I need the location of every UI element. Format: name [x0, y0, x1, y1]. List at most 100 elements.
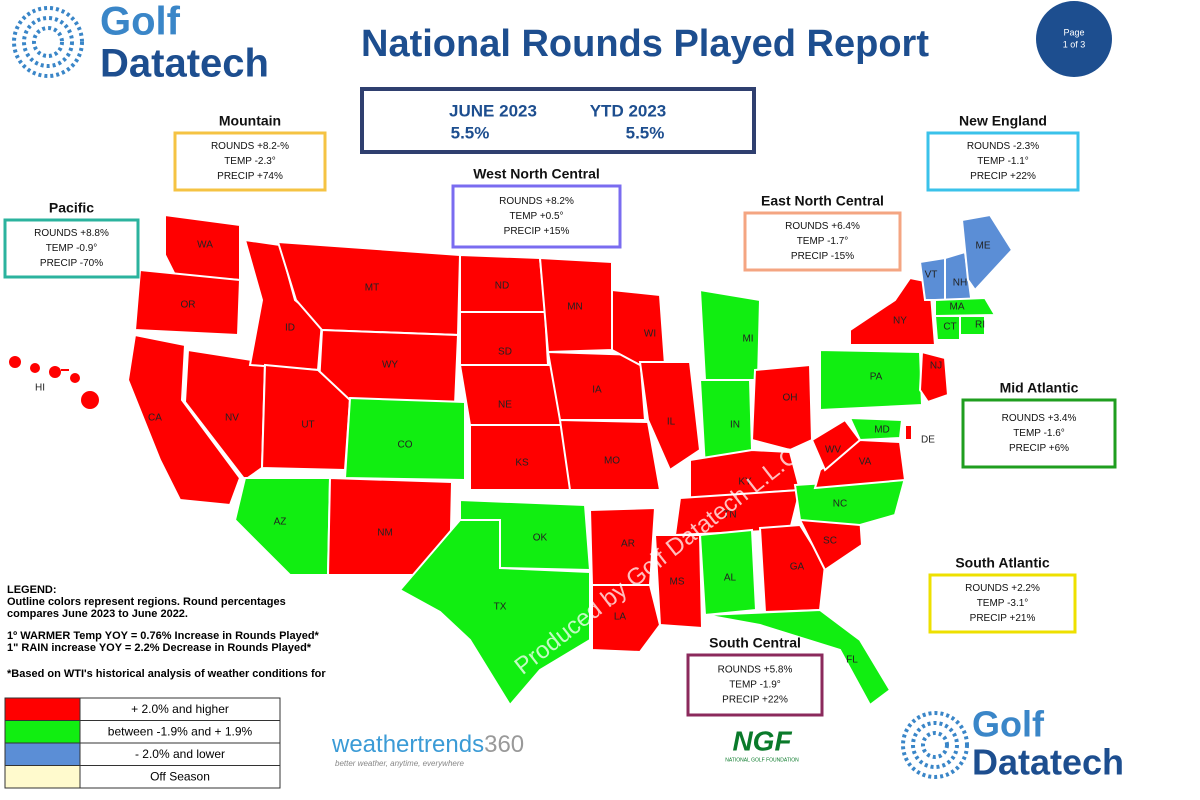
- region-stat: ROUNDS -2.3%: [967, 141, 1039, 152]
- state-label: VT: [925, 270, 938, 281]
- state-label: IN: [730, 420, 740, 431]
- region-title: Pacific: [49, 200, 94, 216]
- state-label: NH: [953, 278, 967, 289]
- state-label: TN: [723, 510, 736, 521]
- region-stat: PRECIP +22%: [722, 695, 788, 706]
- state: [960, 213, 1014, 292]
- state-label: SD: [498, 347, 512, 358]
- state-label: DE: [921, 435, 935, 446]
- state-label: CA: [148, 413, 162, 424]
- state-label: ID: [285, 323, 295, 334]
- page-badge: [1036, 1, 1112, 77]
- legend-swatch: [4, 765, 81, 789]
- state-label: OK: [533, 533, 548, 544]
- legend-label: + 2.0% and higher: [131, 702, 229, 716]
- state: [933, 315, 961, 341]
- state-label: FL: [846, 655, 858, 666]
- region-box: [926, 131, 1080, 192]
- state-label: HI: [35, 383, 45, 394]
- state-label: PA: [870, 372, 883, 383]
- state: [758, 523, 827, 614]
- state-label: GA: [790, 562, 805, 573]
- region-stat: ROUNDS +8.2%: [499, 196, 574, 207]
- state: [59, 367, 71, 373]
- region-stat: PRECIP +15%: [504, 226, 570, 237]
- region-title: South Central: [709, 635, 801, 651]
- state: [546, 350, 647, 421]
- state-label: KY: [738, 477, 752, 488]
- state-label: MO: [604, 456, 620, 467]
- region-stat: TEMP -1.1°: [977, 156, 1029, 167]
- summary-box: [360, 87, 756, 154]
- region-stat: PRECIP +6%: [1009, 443, 1069, 454]
- state-label: NV: [225, 413, 239, 424]
- region-stat: TEMP -1.9°: [729, 680, 781, 691]
- state-label: UT: [301, 420, 314, 431]
- state-label: AR: [621, 539, 635, 550]
- region-title: East North Central: [761, 193, 884, 209]
- page-label: Page: [1063, 27, 1084, 37]
- legend-label: between -1.9% and + 1.9%: [108, 725, 253, 739]
- region-stat: TEMP +0.5°: [509, 211, 563, 222]
- region-stat: PRECIP +22%: [970, 171, 1036, 182]
- summary-label: YTD 2023: [590, 101, 667, 120]
- region-stat: ROUNDS +2.2%: [965, 583, 1040, 594]
- state-label: NJ: [930, 361, 942, 372]
- state-label: SC: [823, 536, 837, 547]
- state: [611, 288, 667, 366]
- state-label: TX: [494, 602, 507, 613]
- logo-word: Golf: [972, 704, 1045, 745]
- legend-note: Outline colors represent regions. Round …: [7, 596, 286, 608]
- state: [904, 424, 913, 441]
- legend-note: *Based on WTI's historical analysis of w…: [7, 668, 326, 680]
- logo-word: Golf: [100, 0, 181, 44]
- region-stat: TEMP -1.7°: [797, 236, 849, 247]
- state: [398, 519, 591, 707]
- logo-graphic: [12, 6, 84, 78]
- state-label: RI: [975, 320, 985, 331]
- state-label: WY: [382, 360, 398, 371]
- region-title: South Atlantic: [955, 555, 1050, 571]
- region-stat: PRECIP +21%: [970, 613, 1036, 624]
- state: [638, 361, 702, 472]
- state: [819, 348, 924, 412]
- state: [934, 296, 997, 318]
- state-label: IL: [667, 417, 676, 428]
- state-label: MD: [874, 425, 890, 436]
- tagline: better weather, anytime, everywhere: [335, 759, 465, 768]
- state: [126, 333, 242, 507]
- state: [343, 396, 466, 482]
- state: [558, 418, 662, 491]
- legend-swatch: [4, 697, 81, 721]
- state-label: MT: [365, 283, 379, 294]
- island: [70, 373, 80, 383]
- island: [30, 363, 40, 373]
- region-stat: TEMP -1.6°: [1013, 428, 1065, 439]
- state-label: MN: [567, 302, 583, 313]
- ngf-sub: NATIONAL GOLF FOUNDATION: [725, 757, 799, 763]
- summary-label: JUNE 2023: [449, 101, 537, 120]
- state-label: MS: [670, 577, 685, 588]
- region-box: [743, 211, 902, 272]
- region-stat: TEMP -2.3°: [224, 156, 276, 167]
- regions: Mountain ROUNDS +8.2-% TEMP -2.3° PRECIP +7…: [3, 113, 1117, 717]
- state: [591, 584, 662, 654]
- state: [689, 448, 802, 500]
- legend-note: 1" RAIN increase YOY = 2.2% Decrease in …: [7, 642, 312, 654]
- region-title: New England: [959, 113, 1047, 129]
- state-label: MA: [950, 302, 965, 313]
- island: [49, 366, 61, 378]
- weathertrends-logo: weathertrends360: [331, 731, 524, 758]
- state-label: WV: [825, 445, 841, 456]
- state: [698, 528, 758, 617]
- state-label: AZ: [274, 517, 287, 528]
- island: [9, 356, 21, 368]
- state: [750, 363, 814, 452]
- region-stat: ROUNDS +5.8%: [718, 665, 793, 676]
- region-stat: PRECIP -70%: [40, 258, 103, 269]
- state-label: NM: [377, 528, 393, 539]
- state: [458, 364, 567, 426]
- state-label: LA: [614, 612, 627, 623]
- region-title: Mid Atlantic: [1000, 380, 1079, 396]
- region-title: Mountain: [219, 113, 281, 129]
